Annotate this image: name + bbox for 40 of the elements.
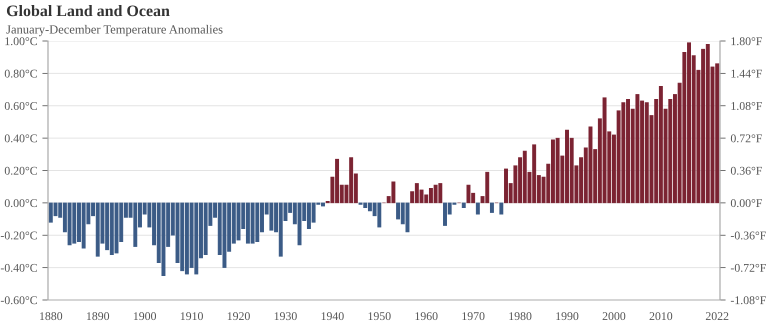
chart-subtitle: January-December Temperature Anomalies xyxy=(6,24,223,36)
x-tick-label: 1890 xyxy=(86,312,110,320)
chart-title: Global Land and Ocean xyxy=(6,4,170,16)
x-tick-label: 1900 xyxy=(134,312,156,320)
y-tick-label: 0.40°C xyxy=(4,134,37,142)
y2-tick-label: 0.36°F xyxy=(730,166,762,175)
x-tick-label: 1930 xyxy=(274,312,297,320)
x-tick-label: 1960 xyxy=(415,312,438,320)
y-tick-label: 0.80°C xyxy=(4,70,37,78)
y2-tick-label: 1.44°F xyxy=(731,70,762,78)
y-tick-label: 0.60°C xyxy=(4,102,37,110)
y2-tick-label: 0.00°F xyxy=(730,199,762,208)
bar xyxy=(499,202,504,214)
bar xyxy=(490,202,494,213)
bar xyxy=(476,202,480,214)
x-tick-label: 1920 xyxy=(228,312,250,320)
x-tick-label: 1990 xyxy=(556,312,578,320)
x-tick-label: 1970 xyxy=(462,312,485,320)
y-tick-label: -0.60°C xyxy=(0,296,37,304)
x-tick-label: 2022 xyxy=(706,312,728,320)
x-tick-label: 1880 xyxy=(40,312,62,320)
x-tick-label: 1910 xyxy=(180,312,203,320)
y2-tick-label: 0.72°F xyxy=(730,134,762,142)
y2-tick-label: -1.08°F xyxy=(730,296,766,304)
y-tick-label: -0.20°C xyxy=(0,231,37,240)
y2-tick-label: 1.08°F xyxy=(731,102,762,110)
bar xyxy=(462,202,466,208)
y-tick-label: 0.20°C xyxy=(4,166,37,175)
y-tick-label: 1.00°C xyxy=(5,37,37,46)
y2-tick-label: 1.80°F xyxy=(731,37,762,46)
y2-tick-label: -0.72°F xyxy=(730,264,766,272)
y-tick-label: -0.40°C xyxy=(0,264,37,272)
x-tick-label: 1980 xyxy=(509,312,532,320)
bar xyxy=(405,202,410,232)
x-tick-label: 1950 xyxy=(368,312,391,320)
y-tick-label: 0.00°C xyxy=(4,199,37,208)
x-tick-label: 2000 xyxy=(602,312,626,320)
y2-tick-label: -0.36°F xyxy=(730,231,766,240)
x-tick-label: 1940 xyxy=(322,312,344,320)
x-tick-label: 2010 xyxy=(650,312,672,320)
